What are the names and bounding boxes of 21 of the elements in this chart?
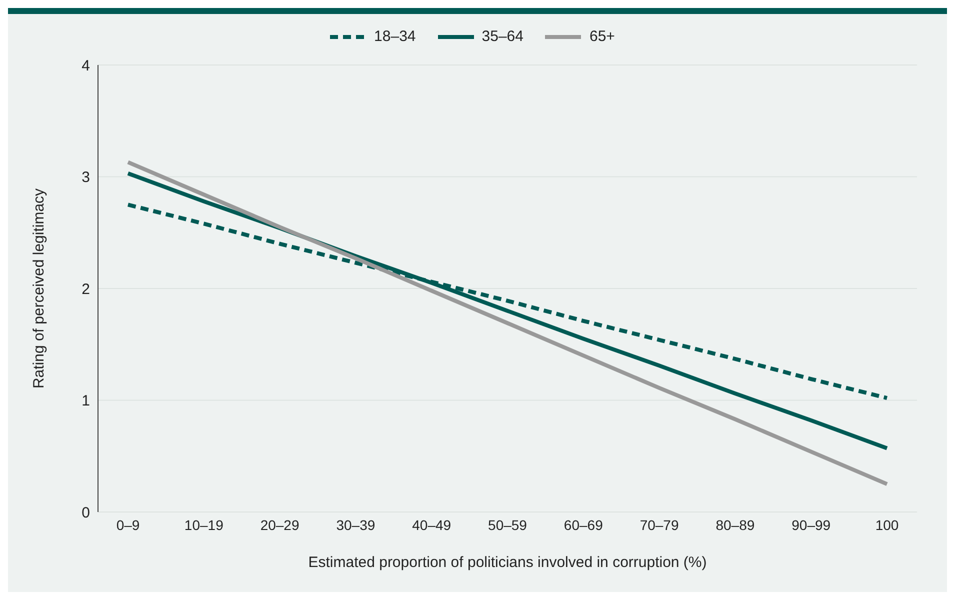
legend-label: 18–34 <box>374 28 416 45</box>
y-tick-label: 1 <box>82 392 90 410</box>
x-tick-label: 0–9 <box>116 516 140 533</box>
x-tick-label: 10–19 <box>184 516 224 533</box>
y-tick-label: 0 <box>82 504 90 522</box>
y-tick-label: 3 <box>82 169 90 186</box>
x-tick-label: 90–99 <box>792 516 831 533</box>
legend-label: 65+ <box>589 28 615 45</box>
x-tick-label: 20–29 <box>260 516 300 533</box>
x-tick-label: 30–39 <box>336 516 376 533</box>
y-tick-label: 2 <box>82 280 90 298</box>
x-tick-label: 100 <box>875 516 899 533</box>
y-tick-label: 4 <box>82 57 90 74</box>
x-tick-label: 80–89 <box>716 516 755 533</box>
x-tick-label: 60–69 <box>564 516 604 533</box>
x-tick-label: 50–59 <box>488 516 528 533</box>
y-axis-title: Rating of perceived legitimacy <box>30 188 48 389</box>
x-axis-title: Estimated proportion of politicians involved in corruption (%) <box>308 554 707 571</box>
x-tick-label: 70–79 <box>640 516 679 533</box>
legend-label: 35–64 <box>482 28 524 45</box>
x-tick-label: 40–49 <box>412 516 452 533</box>
